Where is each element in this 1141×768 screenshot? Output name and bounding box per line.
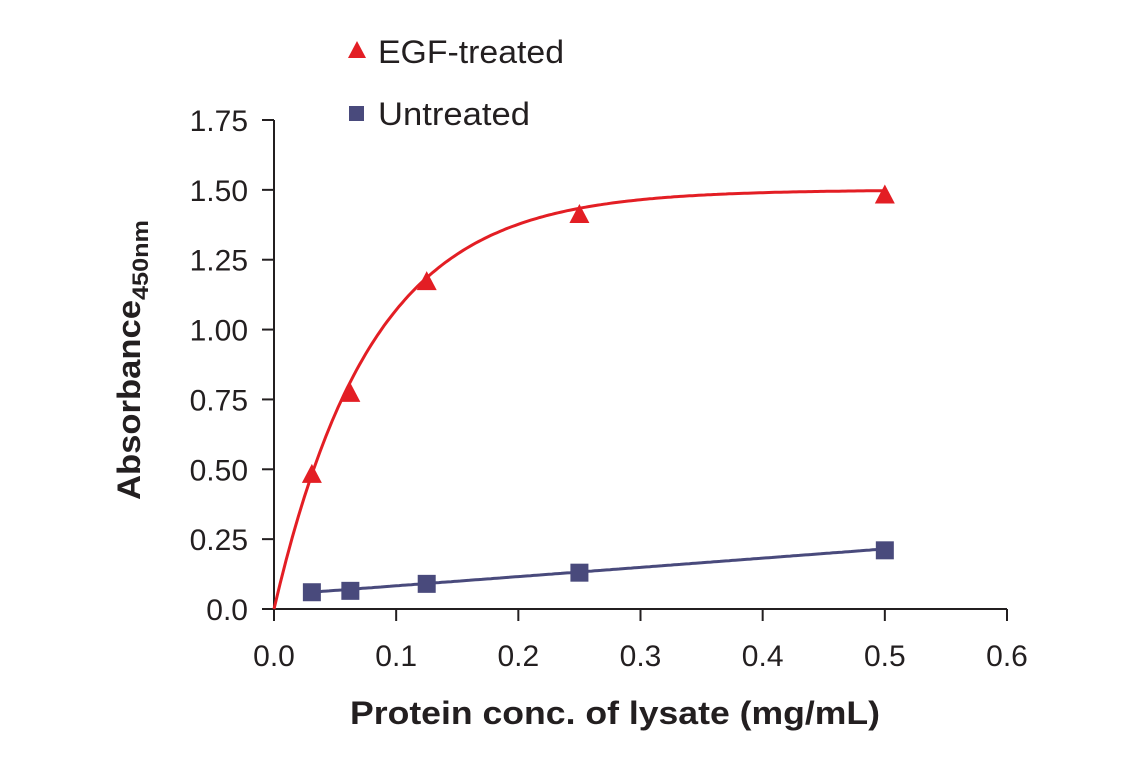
y-tick-label: 1.50 <box>190 175 248 208</box>
y-tick-label: 0.25 <box>190 524 248 557</box>
y-axis-label-subscript: 450nm <box>128 220 153 300</box>
y-tick-label: 1.00 <box>190 315 248 348</box>
point-untreated <box>570 563 589 582</box>
y-tick-label: 1.25 <box>190 245 248 278</box>
x-axis-label: Protein conc. of lysate (mg/mL) <box>350 695 880 731</box>
point-untreated <box>302 583 321 602</box>
y-tick-label: 0.75 <box>190 384 248 417</box>
fit-line-egf-treated <box>272 189 885 610</box>
data-points <box>301 184 895 602</box>
point-untreated <box>875 541 894 560</box>
y-tick-label: 1.75 <box>190 105 248 138</box>
legend-label-egf-treated: EGF-treated <box>378 34 564 70</box>
y-tick-label: 0.50 <box>190 454 248 487</box>
legend-marker-egf-treated <box>348 41 366 58</box>
x-tick-label: 0.3 <box>620 640 662 673</box>
x-tick-label: 0.2 <box>497 640 539 673</box>
point-egf-treated <box>340 382 361 402</box>
point-untreated <box>341 581 360 600</box>
point-egf-treated <box>874 184 895 204</box>
axes <box>262 119 1008 621</box>
x-tick-label: 0.0 <box>253 640 295 673</box>
y-tick-label: 0.0 <box>206 594 248 627</box>
x-tick-label: 0.6 <box>986 640 1028 673</box>
y-axis-label: Absorbance <box>111 300 147 500</box>
legend: EGF-treated Untreated <box>348 34 564 132</box>
x-tick-label: 0.5 <box>864 640 906 673</box>
point-egf-treated <box>301 463 322 483</box>
point-egf-treated <box>569 204 590 224</box>
legend-marker-untreated <box>349 106 364 121</box>
fit-line-untreated <box>313 547 885 594</box>
legend-label-untreated: Untreated <box>378 96 530 132</box>
tick-labels: 0.0 0.1 0.2 0.3 0.4 0.5 0.6 0.0 0.25 0.50 0.75 1.00… <box>190 105 1028 673</box>
fit-lines <box>272 189 885 610</box>
x-tick-label: 0.4 <box>742 640 784 673</box>
x-tick-label: 0.1 <box>375 640 417 673</box>
point-egf-treated <box>416 271 437 291</box>
point-untreated <box>417 574 436 593</box>
